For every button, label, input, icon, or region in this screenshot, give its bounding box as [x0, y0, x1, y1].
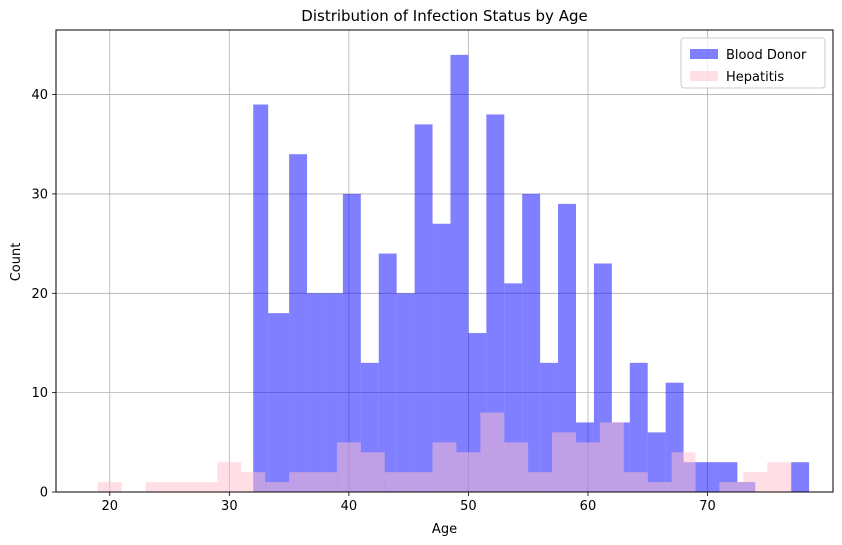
legend-swatch: [690, 49, 718, 59]
histogram-bar: [342, 193, 361, 492]
histogram-bar: [522, 193, 541, 492]
histogram-bar: [378, 253, 397, 492]
histogram-bar: [145, 482, 170, 492]
x-tick-label: 50: [460, 499, 477, 514]
histogram-bar: [432, 442, 457, 492]
histogram-bar: [558, 203, 576, 492]
histogram-bar: [396, 293, 415, 492]
x-axis-label: Age: [432, 522, 457, 537]
histogram-bar: [265, 482, 290, 492]
x-tick-label: 30: [221, 499, 238, 514]
histogram-bar: [432, 223, 451, 492]
histogram-bar: [504, 442, 529, 492]
histogram-bar: [791, 462, 810, 492]
histogram-bar: [575, 442, 600, 492]
x-tick-label: 70: [699, 499, 716, 514]
histogram-bar: [307, 293, 325, 492]
histogram-bar: [97, 482, 122, 492]
legend-swatch: [690, 71, 718, 81]
histogram-bar: [450, 54, 469, 492]
histogram-bar: [414, 124, 433, 493]
histogram-bar: [486, 114, 505, 493]
y-axis-ticks: 0 10 20 30 40: [31, 88, 56, 501]
histogram-bar: [456, 452, 481, 492]
histogram-bar: [313, 472, 337, 492]
legend: Blood Donor Hepatitis: [680, 37, 826, 89]
histogram-bar: [360, 452, 385, 492]
histogram-bar: [289, 154, 308, 492]
plot-frame: [55, 29, 834, 493]
histogram-bar: [701, 462, 720, 492]
y-tick-label: 10: [31, 386, 48, 401]
histogram-bar: [480, 412, 505, 492]
histogram-bar: [289, 472, 314, 492]
histogram-bar: [599, 422, 624, 492]
series-blood-donor-bars: [253, 54, 810, 493]
histogram-bar: [169, 482, 194, 492]
histogram-bar: [504, 283, 523, 492]
histogram-bar: [384, 472, 409, 492]
x-tick-label: 40: [341, 499, 358, 514]
histogram-bar: [629, 362, 648, 492]
histogram-bar: [647, 482, 672, 492]
histogram-bar: [241, 472, 266, 492]
histogram-bar: [253, 104, 269, 493]
legend-label: Blood Donor: [726, 48, 807, 63]
histogram-bar: [217, 462, 242, 492]
histogram-bar: [528, 472, 553, 492]
x-tick-label: 60: [580, 499, 597, 514]
x-axis-ticks: 20 30 40 50 60 70: [102, 492, 716, 514]
histogram-bar: [408, 472, 433, 492]
histogram-bar: [552, 432, 576, 492]
legend-label: Hepatitis: [726, 70, 784, 85]
histogram-bar: [193, 482, 218, 492]
y-tick-label: 0: [40, 486, 48, 501]
y-tick-label: 40: [31, 88, 48, 103]
histogram-bar: [719, 482, 744, 492]
histogram-bar: [671, 452, 696, 492]
histogram-bar: [623, 472, 648, 492]
histogram-bar: [647, 432, 666, 492]
x-tick-label: 20: [102, 499, 119, 514]
y-tick-label: 30: [31, 187, 48, 202]
y-tick-label: 20: [31, 287, 48, 302]
series-hepatitis-bars: [97, 412, 792, 492]
histogram-bar: [767, 462, 792, 492]
histogram-bar: [336, 442, 361, 492]
histogram-bar: [268, 313, 290, 492]
chart-title: Distribution of Infection Status by Age: [301, 7, 587, 25]
histogram-bar: [743, 472, 768, 492]
y-axis-label: Count: [9, 243, 24, 282]
